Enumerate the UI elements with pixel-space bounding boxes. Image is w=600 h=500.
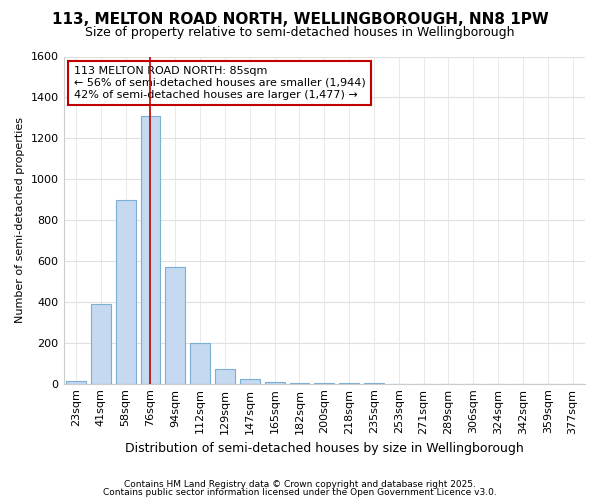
Bar [290, 382, 310, 384]
X-axis label: Distribution of semi-detached houses by size in Wellingborough: Distribution of semi-detached houses by … [125, 442, 524, 455]
Bar [215, 370, 235, 384]
Y-axis label: Number of semi-detached properties: Number of semi-detached properties [15, 117, 25, 323]
Bar [91, 304, 111, 384]
Text: Contains HM Land Registry data © Crown copyright and database right 2025.: Contains HM Land Registry data © Crown c… [124, 480, 476, 489]
Text: 113, MELTON ROAD NORTH, WELLINGBOROUGH, NN8 1PW: 113, MELTON ROAD NORTH, WELLINGBOROUGH, … [52, 12, 548, 28]
Text: Size of property relative to semi-detached houses in Wellingborough: Size of property relative to semi-detach… [85, 26, 515, 39]
Bar [265, 382, 284, 384]
Bar [240, 378, 260, 384]
Bar [66, 380, 86, 384]
Bar [116, 200, 136, 384]
Text: 113 MELTON ROAD NORTH: 85sqm
← 56% of semi-detached houses are smaller (1,944)
4: 113 MELTON ROAD NORTH: 85sqm ← 56% of se… [74, 66, 366, 100]
Bar [166, 267, 185, 384]
Text: Contains public sector information licensed under the Open Government Licence v3: Contains public sector information licen… [103, 488, 497, 497]
Bar [140, 116, 160, 384]
Bar [190, 343, 210, 384]
